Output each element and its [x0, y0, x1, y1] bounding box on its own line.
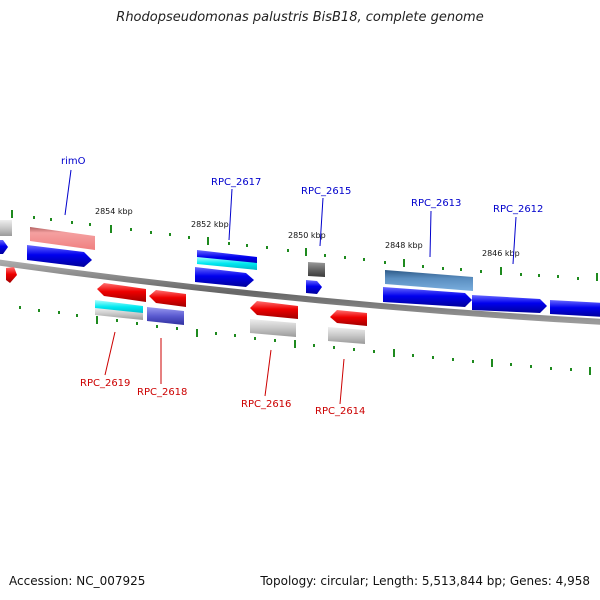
- gene-rpc-2616[interactable]: [250, 319, 296, 337]
- gene-feature[interactable]: [195, 267, 254, 287]
- gene-feature[interactable]: [97, 283, 146, 302]
- scale-label: 2846 kbp: [482, 249, 520, 258]
- scale-label: 2852 kbp: [191, 220, 229, 229]
- gene-rpc-2619-body[interactable]: [95, 308, 143, 320]
- gene-feature[interactable]: [0, 220, 12, 236]
- gene-rpc-2612[interactable]: [472, 295, 547, 313]
- gene-feature[interactable]: [27, 245, 92, 267]
- scale-label: 2848 kbp: [385, 241, 423, 250]
- forward-callout-lines: [64, 169, 517, 265]
- gene-label-rpc-2617[interactable]: RPC_2617: [211, 177, 261, 188]
- gene-label-rpc-2613[interactable]: RPC_2613: [411, 198, 461, 209]
- gene-label-rpc-2619[interactable]: RPC_2619: [80, 378, 130, 389]
- gene-feature[interactable]: [149, 290, 186, 307]
- gene-label-rimo[interactable]: rimO: [61, 156, 86, 167]
- gene-rpc-2614[interactable]: [328, 327, 365, 344]
- gene-feature[interactable]: [306, 280, 322, 294]
- gene-label-rpc-2618[interactable]: RPC_2618: [137, 387, 187, 398]
- gene-feature[interactable]: [330, 310, 367, 326]
- gene-feature[interactable]: [383, 287, 472, 307]
- gene-rpc-2619[interactable]: [95, 300, 143, 314]
- gene-feature[interactable]: [0, 240, 8, 254]
- forward-genes: [0, 220, 600, 317]
- gene-label-rpc-2614[interactable]: RPC_2614: [315, 406, 365, 417]
- scale-label: 2850 kbp: [288, 231, 326, 240]
- gene-label-rpc-2616[interactable]: RPC_2616: [241, 399, 291, 410]
- gene-rpc-2613[interactable]: [385, 270, 473, 291]
- reverse-genes: [95, 283, 367, 344]
- gene-label-rpc-2612[interactable]: RPC_2612: [493, 204, 543, 215]
- scale-label: 2854 kbp: [95, 207, 133, 216]
- reverse-callout-lines: [104, 331, 345, 405]
- outer-tick-marks: [11, 210, 598, 281]
- genome-summary-text: Topology: circular; Length: 5,513,844 bp…: [260, 574, 590, 588]
- gene-label-rpc-2615[interactable]: RPC_2615: [301, 186, 351, 197]
- gene-rpc-2615[interactable]: [308, 262, 325, 277]
- accession-text: Accession: NC_007925: [9, 574, 146, 588]
- gene-feature[interactable]: [6, 267, 17, 283]
- inner-tick-marks: [19, 306, 591, 375]
- gene-rpc-2618[interactable]: [147, 307, 184, 325]
- genome-backbone: [0, 259, 600, 325]
- genome-title: Rhodopseudomonas palustris BisB18, compl…: [116, 10, 484, 25]
- gene-feature[interactable]: [250, 301, 298, 319]
- gene-rpc-2617-domain[interactable]: [197, 257, 257, 270]
- gene-rimo[interactable]: [30, 227, 95, 250]
- gene-feature[interactable]: [550, 300, 600, 317]
